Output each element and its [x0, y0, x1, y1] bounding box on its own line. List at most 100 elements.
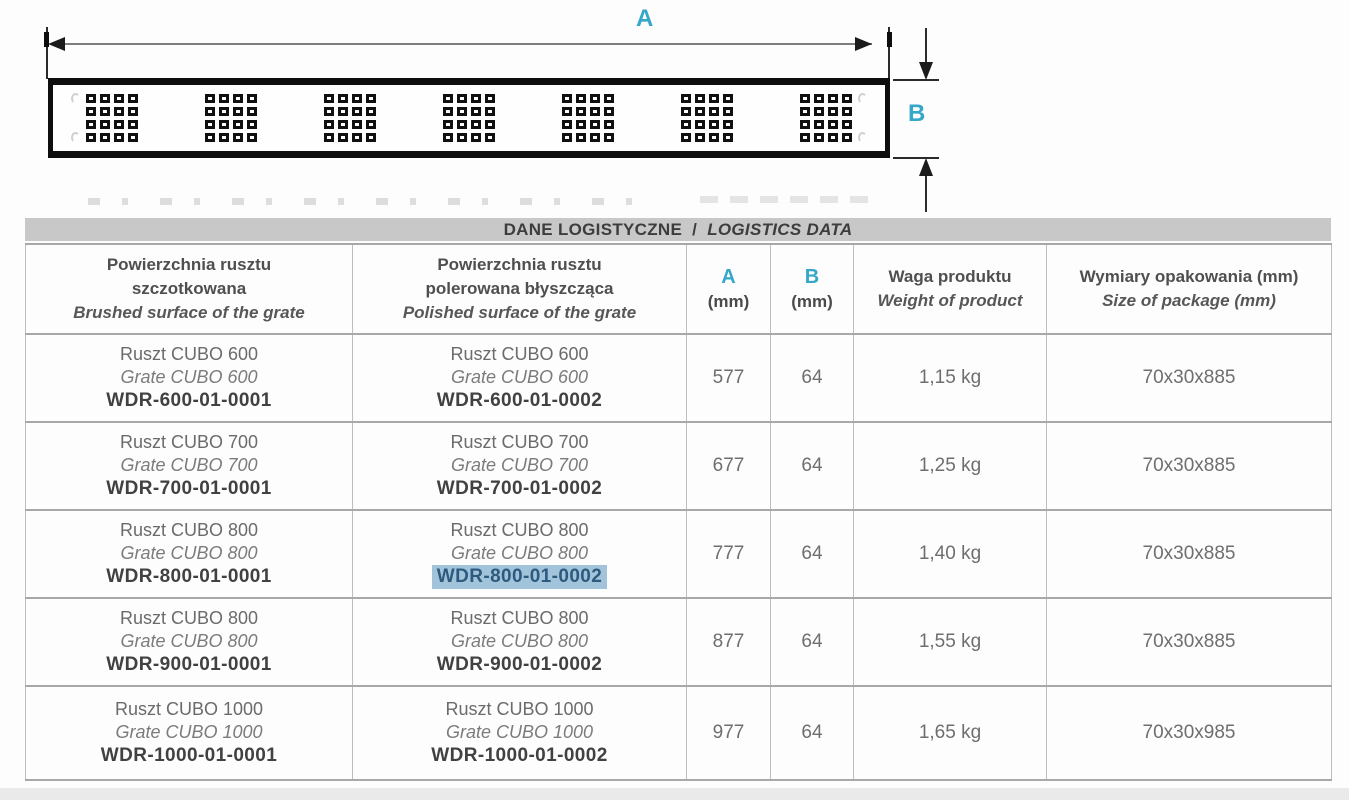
product-name-pl: Ruszt CUBO 800: [119, 608, 259, 628]
perforation-cluster: [681, 94, 733, 142]
grate-hole: [485, 133, 495, 142]
grate-hole: [247, 94, 257, 103]
grate-hole: [205, 94, 215, 103]
scan-artifact: [71, 93, 80, 104]
dim-a-column-letter: A: [721, 266, 736, 288]
a-mm-cell: 777: [686, 509, 771, 599]
grate-hole: [86, 107, 96, 116]
brushed-cell: Ruszt CUBO 800 Grate CUBO 800 WDR-900-01…: [25, 597, 353, 687]
grate-hole: [338, 107, 348, 116]
product-name-en: Grate CUBO 700: [450, 455, 589, 475]
dim-b-column-letter: B: [804, 266, 820, 288]
b-mm-cell: 64: [770, 597, 854, 687]
grate-hole: [219, 94, 229, 103]
grate-hole: [324, 133, 334, 142]
product-name-pl: Ruszt CUBO 700: [450, 432, 589, 452]
product-name-pl: Ruszt CUBO 800: [450, 608, 589, 628]
product-code: WDR-800-01-0001: [106, 566, 272, 587]
col-header-weight: Waga produktu Weight of product: [853, 243, 1047, 335]
header-line: Wymiary opakowania (mm): [1079, 267, 1299, 286]
brushed-cell: Ruszt CUBO 600 Grate CUBO 600 WDR-600-01…: [25, 333, 353, 423]
col-header-package: Wymiary opakowania (mm) Size of package …: [1046, 243, 1332, 335]
grate-hole: [114, 107, 124, 116]
grate-hole: [709, 107, 719, 116]
weight-cell: 1,55 kg: [853, 597, 1047, 687]
product-name-en: Grate CUBO 1000: [445, 722, 594, 742]
dim-b-line-bottom: [925, 176, 927, 212]
product-name-en: Grate CUBO 800: [450, 543, 589, 563]
dim-b-line-top: [925, 28, 927, 64]
scan-artifact: [858, 132, 867, 143]
grate-hole: [828, 120, 838, 129]
grate-hole: [695, 133, 705, 142]
brushed-cell: Ruszt CUBO 700 Grate CUBO 700 WDR-700-01…: [25, 421, 353, 511]
grate-hole: [709, 94, 719, 103]
dim-b-column-unit: (mm): [791, 292, 833, 311]
col-header-polished: Powierzchnia rusztu polerowana błyszcząc…: [352, 243, 687, 335]
grate-hole: [443, 133, 453, 142]
grate-side-tab-right: [887, 32, 892, 47]
header-line: Weight of product: [877, 291, 1023, 310]
table-row: Ruszt CUBO 700 Grate CUBO 700 WDR-700-01…: [25, 421, 1332, 511]
package-cell: 70x30x885: [1046, 421, 1332, 511]
product-name-pl: Ruszt CUBO 1000: [445, 699, 594, 719]
scan-artifact: [104, 87, 108, 90]
product-name-pl: Ruszt CUBO 700: [119, 432, 259, 452]
dim-b-tick-top: [893, 79, 939, 81]
grate-hole: [247, 133, 257, 142]
grate-hole: [814, 120, 824, 129]
grate-hole: [233, 107, 243, 116]
grate-hole: [471, 107, 481, 116]
grate-hole: [366, 107, 376, 116]
grate-hole: [576, 107, 586, 116]
grate-hole: [485, 120, 495, 129]
grate-hole: [471, 120, 481, 129]
product-name-pl: Ruszt CUBO 800: [450, 520, 589, 540]
grate-hole: [485, 107, 495, 116]
grate-hole: [723, 94, 733, 103]
grate-hole: [86, 94, 96, 103]
header-line: Powierzchnia rusztu: [106, 255, 272, 274]
weight-cell: 1,40 kg: [853, 509, 1047, 599]
table-row: Ruszt CUBO 1000 Grate CUBO 1000 WDR-1000…: [25, 685, 1332, 781]
grate-hole: [86, 120, 96, 129]
polished-cell: Ruszt CUBO 700 Grate CUBO 700 WDR-700-01…: [352, 421, 687, 511]
grate-hole: [128, 94, 138, 103]
perforation-cluster: [205, 94, 257, 142]
product-name-pl: Ruszt CUBO 800: [119, 520, 259, 540]
header-line: szczotkowana: [131, 279, 247, 298]
grate-hole: [828, 94, 838, 103]
grate-hole: [681, 133, 691, 142]
grate-hole: [590, 107, 600, 116]
grate-hole: [338, 94, 348, 103]
grate-hole: [842, 94, 852, 103]
grate-hole: [828, 107, 838, 116]
grate-hole: [247, 107, 257, 116]
grate-hole: [338, 133, 348, 142]
perforation-cluster: [324, 94, 376, 142]
product-code: WDR-900-01-0002: [436, 654, 603, 675]
grate-hole: [100, 94, 110, 103]
dim-a-arrowhead-left: [48, 37, 65, 51]
col-header-a-mm: A (mm): [686, 243, 771, 335]
grate-hole: [723, 133, 733, 142]
cropped-text-artifact: [700, 196, 880, 203]
a-mm-cell: 677: [686, 421, 771, 511]
product-code: WDR-1000-01-0002: [431, 745, 608, 766]
package-cell: 70x30x885: [1046, 597, 1332, 687]
grate-hole: [562, 94, 572, 103]
product-code: WDR-600-01-0001: [106, 390, 272, 411]
grate-hole: [366, 120, 376, 129]
grate-hole: [681, 94, 691, 103]
grate-hole: [443, 120, 453, 129]
grate-hole: [842, 107, 852, 116]
grate-hole: [695, 107, 705, 116]
perforation-cluster: [800, 94, 852, 142]
header-line: Powierzchnia rusztu: [437, 255, 602, 274]
grate-hole: [352, 133, 362, 142]
dim-a-arrowhead-right: [855, 37, 872, 51]
dim-b-arrowhead-down: [919, 62, 933, 80]
product-code: WDR-700-01-0002: [436, 478, 603, 499]
polished-cell: Ruszt CUBO 1000 Grate CUBO 1000 WDR-1000…: [352, 685, 687, 781]
grate-hole: [842, 133, 852, 142]
